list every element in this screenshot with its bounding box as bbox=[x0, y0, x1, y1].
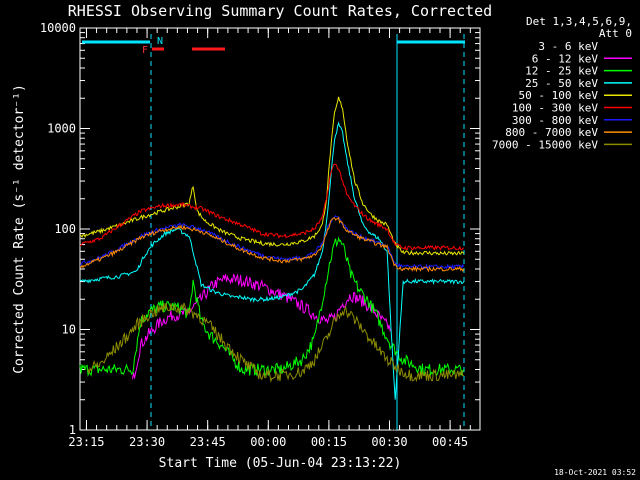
x-axis: 23:15 23:30 23:45 00:00 00:15 00:30 00:45 bbox=[68, 28, 471, 449]
x-axis-label: Start Time (05-Jun-04 23:13:22) bbox=[159, 456, 402, 471]
y-tick-label: 10 bbox=[62, 323, 76, 337]
legend-label: 12 - 25 keV bbox=[525, 65, 598, 78]
x-tick-label: 23:30 bbox=[129, 435, 165, 449]
y-tick-label: 100 bbox=[54, 222, 76, 236]
series-line-100-300-kev bbox=[79, 163, 465, 251]
series-line-6-12-kev bbox=[132, 273, 392, 380]
y-tick-label: 10000 bbox=[40, 21, 76, 35]
legend-label: 50 - 100 keV bbox=[519, 89, 599, 102]
legend-label: 300 - 800 keV bbox=[512, 114, 598, 127]
x-tick-label: 00:00 bbox=[250, 435, 286, 449]
y-tick-label: 1 bbox=[69, 423, 76, 437]
y-axis: 1 10 100 1000 10000 bbox=[40, 21, 480, 437]
chart-title: RHESSI Observing Summary Count Rates, Co… bbox=[68, 2, 492, 20]
series-line-800-7000-kev bbox=[79, 216, 465, 273]
legend-label: 6 - 12 keV bbox=[532, 52, 599, 65]
x-tick-label: 00:45 bbox=[432, 435, 468, 449]
legend-label: 7000 - 15000 keV bbox=[492, 138, 598, 151]
series-line-25-50-kev bbox=[79, 121, 465, 400]
series-line-7000-15000-kev bbox=[87, 302, 465, 383]
x-tick-label: 00:15 bbox=[311, 435, 347, 449]
legend-header-2: Att 0 bbox=[599, 27, 632, 40]
y-tick-label: 1000 bbox=[47, 122, 76, 136]
series-line-3-6-kev bbox=[184, 271, 396, 431]
night-flag-label: N bbox=[157, 36, 163, 47]
legend-label: 100 - 300 keV bbox=[512, 102, 598, 115]
y-axis-label: Corrected Count Rate (s⁻¹ detector⁻¹) bbox=[12, 84, 27, 374]
series-group bbox=[79, 96, 465, 431]
x-tick-label: 23:45 bbox=[190, 435, 226, 449]
x-tick-label: 00:30 bbox=[371, 435, 407, 449]
series-line-50-100-kev bbox=[79, 96, 465, 256]
render-timestamp: 18-Oct-2021 03:52 bbox=[554, 468, 636, 477]
legend-label: 25 - 50 keV bbox=[525, 77, 598, 90]
legend-label: 800 - 7000 keV bbox=[505, 126, 598, 139]
flare-flag-label: F bbox=[142, 45, 148, 56]
legend-header-1: Det 1,3,4,5,6,9, bbox=[526, 15, 632, 28]
legend-label: 3 - 6 keV bbox=[538, 40, 598, 53]
x-tick-label: 23:15 bbox=[68, 435, 104, 449]
